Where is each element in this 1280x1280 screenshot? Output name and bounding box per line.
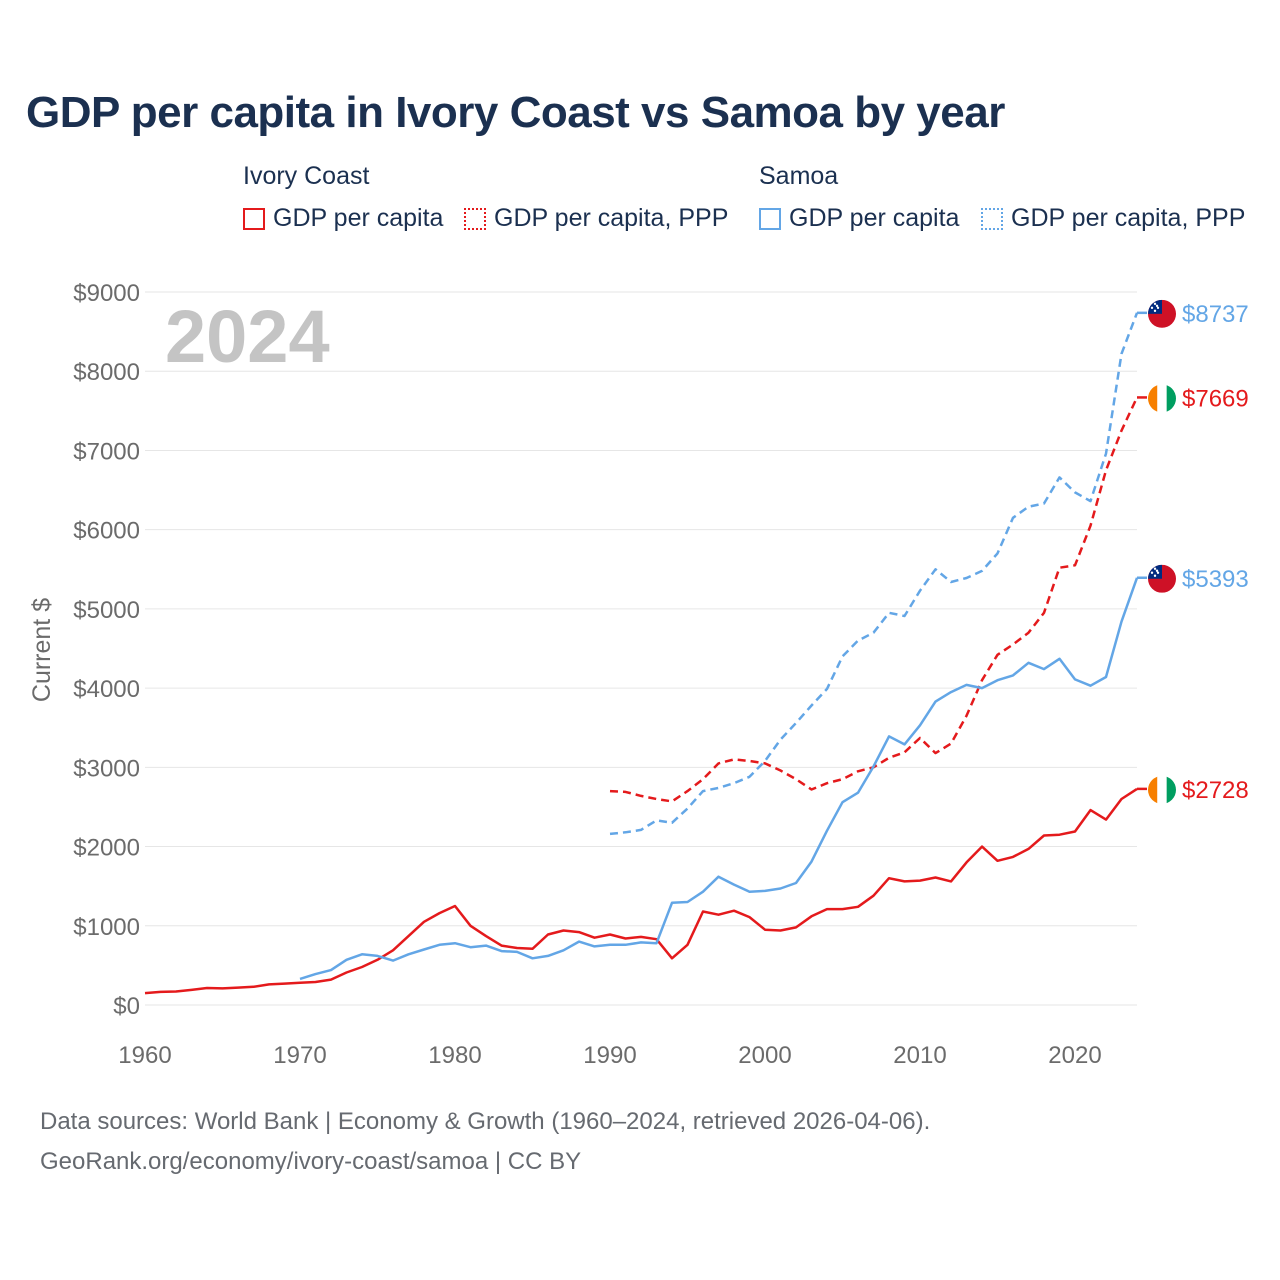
legend-item-ivory-coast-gdp[interactable]: GDP per capita bbox=[243, 204, 443, 233]
y-axis-label: Current $ bbox=[28, 598, 56, 702]
y-tick-label: $9000 bbox=[73, 280, 140, 307]
y-tick-label: $5000 bbox=[73, 597, 140, 624]
x-tick-label: 1990 bbox=[583, 1042, 636, 1069]
gridlines bbox=[145, 291, 1137, 1006]
footer-url[interactable]: GeoRank.org/economy/ivory-coast/samoa | … bbox=[40, 1148, 582, 1175]
legend-item-samoa-gdp-ppp[interactable]: GDP per capita, PPP bbox=[981, 204, 1245, 233]
ivory-coast-flag-icon bbox=[1148, 384, 1176, 413]
samoa-flag-icon bbox=[1148, 299, 1176, 328]
x-tick-label: 2000 bbox=[738, 1042, 791, 1069]
y-tick-label: $7000 bbox=[73, 438, 140, 465]
end-value-label: $7669 bbox=[1182, 385, 1249, 412]
legend-label: GDP per capita bbox=[789, 204, 960, 232]
y-tick-label: $8000 bbox=[73, 359, 140, 386]
y-tick-label: $4000 bbox=[73, 676, 140, 703]
x-tick-label: 1980 bbox=[428, 1042, 481, 1069]
x-tick-label: 2010 bbox=[893, 1042, 946, 1069]
legend-label: GDP per capita bbox=[273, 204, 444, 232]
x-axis-ticks: 1960 1970 1980 1990 2000 2010 2020 bbox=[118, 1042, 1101, 1069]
legend-label: GDP per capita, PPP bbox=[494, 204, 729, 232]
samoa-gdp-ppp-line bbox=[609, 312, 1139, 836]
legend-group-ivory-coast: Ivory Coast bbox=[243, 162, 370, 190]
end-markers: $2728 $7669 $5393 $8737 bbox=[1148, 299, 1249, 804]
y-axis-ticks: $0 $1000 $2000 $3000 $4000 $5000 $6000 $7000 $80… bbox=[73, 280, 140, 1020]
y-tick-label: $1000 bbox=[73, 914, 140, 941]
samoa-flag-icon bbox=[1148, 564, 1176, 593]
legend-swatch-dotted-blue bbox=[981, 207, 1003, 230]
legend-label: GDP per capita, PPP bbox=[1011, 204, 1246, 232]
line-chart: $0 $1000 $2000 $3000 $4000 $5000 $6000 $7000 $80… bbox=[28, 280, 1249, 1069]
x-tick-label: 1960 bbox=[118, 1042, 171, 1069]
legend-swatch-solid-blue bbox=[759, 207, 781, 230]
ivory-coast-flag-icon bbox=[1148, 775, 1176, 804]
end-value-label: $2728 bbox=[1182, 777, 1249, 804]
samoa-gdp-line bbox=[299, 577, 1139, 981]
ivory-coast-gdp-ppp-line bbox=[609, 396, 1139, 803]
end-value-label: $5393 bbox=[1182, 566, 1249, 593]
series-lines bbox=[144, 311, 1147, 995]
legend-item-samoa-gdp[interactable]: GDP per capita bbox=[759, 204, 959, 233]
year-watermark: 2024 bbox=[165, 295, 330, 378]
chart-title: GDP per capita in Ivory Coast vs Samoa b… bbox=[26, 88, 1005, 137]
x-tick-label: 2020 bbox=[1048, 1042, 1101, 1069]
legend-item-ivory-coast-gdp-ppp[interactable]: GDP per capita, PPP bbox=[464, 204, 728, 233]
footer-sources: Data sources: World Bank | Economy & Gro… bbox=[40, 1108, 931, 1135]
y-tick-label: $3000 bbox=[73, 755, 140, 782]
ivory-coast-gdp-line bbox=[144, 787, 1138, 995]
end-value-label: $8737 bbox=[1182, 301, 1249, 328]
y-tick-label: $2000 bbox=[73, 835, 140, 862]
legend-swatch-solid-red bbox=[243, 207, 265, 230]
x-tick-label: 1970 bbox=[273, 1042, 326, 1069]
y-tick-label: $6000 bbox=[73, 518, 140, 545]
legend-swatch-dotted-red bbox=[464, 207, 486, 230]
legend-group-samoa: Samoa bbox=[759, 162, 839, 190]
y-tick-label: $0 bbox=[113, 993, 140, 1020]
